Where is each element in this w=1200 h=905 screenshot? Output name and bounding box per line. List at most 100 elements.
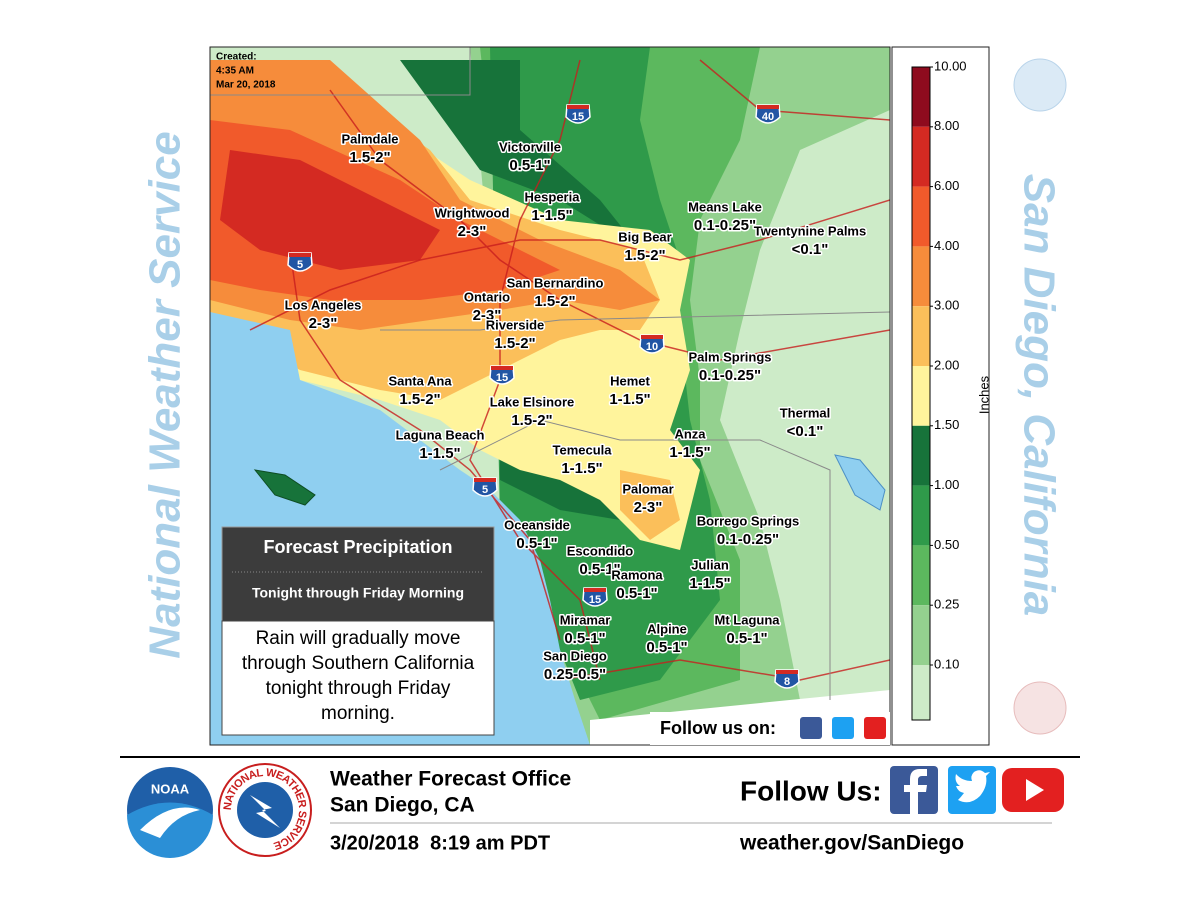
highway-number: 5 bbox=[297, 259, 303, 271]
nws-logo-faded bbox=[1013, 681, 1067, 735]
place-amount: 0.5-1" bbox=[564, 630, 605, 647]
place-name: Twentynine Palms bbox=[754, 223, 866, 238]
map-frame bbox=[209, 46, 891, 746]
place-name: Temecula bbox=[552, 442, 612, 457]
legend-swatch bbox=[912, 246, 930, 307]
place-name: Hesperia bbox=[525, 189, 581, 204]
place-name: Wrightwood bbox=[435, 205, 510, 220]
location: San Diego, CA bbox=[330, 794, 475, 817]
created-stamp: 4:35 AM bbox=[216, 66, 254, 77]
side-left: National Weather Service bbox=[141, 131, 190, 658]
highway-shield-top bbox=[474, 478, 496, 482]
legend-label: 0.10 bbox=[934, 656, 959, 671]
place-name: Julian bbox=[691, 557, 729, 572]
legend-label: 1.00 bbox=[934, 477, 959, 492]
youtube-glyph bbox=[1026, 779, 1044, 801]
place-name: Big Bear bbox=[618, 229, 671, 244]
place-name: Borrego Springs bbox=[697, 513, 800, 528]
legend-label: 6.00 bbox=[934, 178, 959, 193]
legend-label: 8.00 bbox=[934, 118, 959, 133]
legend-label: 3.00 bbox=[934, 298, 959, 313]
legend-swatch bbox=[912, 366, 930, 426]
legend-swatch bbox=[912, 665, 930, 720]
place-amount: 0.1-0.25" bbox=[699, 367, 761, 384]
legend-label: 0.50 bbox=[934, 537, 959, 552]
side-right: San Diego, California bbox=[1014, 174, 1063, 617]
place-amount: 1-1.5" bbox=[531, 207, 572, 224]
place-name: Anza bbox=[674, 426, 706, 441]
place-name: Thermal bbox=[780, 405, 831, 420]
highway-shield bbox=[582, 587, 608, 607]
place-name: Riverside bbox=[486, 317, 545, 332]
highway-shield bbox=[489, 365, 515, 385]
place-amount: 0.5-1" bbox=[579, 561, 620, 578]
place-name: Lake Elsinore bbox=[490, 394, 575, 409]
place-name: Ramona bbox=[611, 567, 663, 582]
youtube-icon[interactable] bbox=[864, 717, 886, 739]
place-amount: 1.5-2" bbox=[399, 391, 440, 408]
highway-number: 5 bbox=[482, 484, 488, 496]
date: 3/20/2018 8:19 am PDT bbox=[330, 832, 550, 854]
place-amount: 1-1.5" bbox=[561, 460, 602, 477]
legend-label: 1.50 bbox=[934, 417, 959, 432]
highway-shield-top bbox=[289, 253, 311, 257]
box-title: Forecast Precipitation bbox=[263, 537, 452, 557]
legend-swatch bbox=[912, 545, 930, 606]
url[interactable]: weather.gov/SanDiego bbox=[739, 832, 964, 855]
map-follow: Follow us on: bbox=[660, 718, 776, 738]
legend-label: 10.00 bbox=[934, 58, 967, 73]
highway-shield bbox=[565, 104, 591, 124]
highway-shield bbox=[774, 669, 800, 689]
place-amount: 1-1.5" bbox=[669, 444, 710, 461]
place-name: Laguna Beach bbox=[396, 427, 485, 442]
created-stamp: Created: bbox=[216, 52, 257, 63]
highway-number: 15 bbox=[589, 594, 601, 606]
footer-follow: Follow Us: bbox=[740, 775, 882, 806]
facebook-icon[interactable] bbox=[800, 717, 822, 739]
highway-shield bbox=[472, 477, 498, 497]
twitter-icon[interactable] bbox=[832, 717, 854, 739]
place-amount: 1.5-2" bbox=[349, 149, 390, 166]
legend-label: 2.00 bbox=[934, 357, 959, 372]
noaa-wave bbox=[127, 802, 213, 858]
place-amount: 2-3" bbox=[473, 307, 502, 324]
place-amount: 1.5-2" bbox=[624, 247, 665, 264]
place-name: Escondido bbox=[567, 543, 634, 558]
legend-frame bbox=[891, 46, 990, 746]
legend-title: Inches bbox=[976, 375, 991, 414]
place-name: San Diego bbox=[543, 648, 607, 663]
box-body bbox=[221, 620, 495, 736]
legend-swatch bbox=[912, 425, 930, 486]
place-name: Means Lake bbox=[688, 199, 762, 214]
highway-shield bbox=[639, 334, 665, 354]
legend-swatch bbox=[912, 485, 930, 546]
place-name: Los Angeles bbox=[285, 297, 362, 312]
highway-number: 10 bbox=[646, 341, 658, 353]
office: Weather Forecast Office bbox=[330, 768, 571, 791]
box-subtitle: Tonight through Friday Morning bbox=[252, 585, 464, 601]
place-amount: 2-3" bbox=[458, 223, 487, 240]
place-name: Santa Ana bbox=[388, 373, 452, 388]
highway-shield-top bbox=[776, 670, 798, 674]
noaa-bird bbox=[140, 807, 200, 838]
legend-swatch bbox=[912, 67, 930, 127]
legend-label: 0.25 bbox=[934, 597, 959, 612]
place-name: San Bernardino bbox=[507, 275, 604, 290]
place-amount: <0.1" bbox=[787, 423, 824, 440]
place-amount: 0.1-0.25" bbox=[717, 531, 779, 548]
place-name: Hemet bbox=[610, 373, 650, 388]
highway-shield-top bbox=[584, 588, 606, 592]
highway-shield bbox=[755, 104, 781, 124]
highway-shield-top bbox=[567, 105, 589, 109]
highway-number: 40 bbox=[762, 111, 774, 123]
highway-number: 8 bbox=[784, 676, 790, 688]
place-amount: 1-1.5" bbox=[419, 445, 460, 462]
place-amount: 2-3" bbox=[309, 315, 338, 332]
place-amount: 1.5-2" bbox=[494, 335, 535, 352]
place-amount: 2-3" bbox=[634, 499, 663, 516]
place-name: Mt Laguna bbox=[715, 612, 781, 627]
noaa-text: NOAA bbox=[151, 781, 190, 796]
legend-bar-frame bbox=[911, 66, 931, 721]
place-amount: 0.5-1" bbox=[616, 585, 657, 602]
